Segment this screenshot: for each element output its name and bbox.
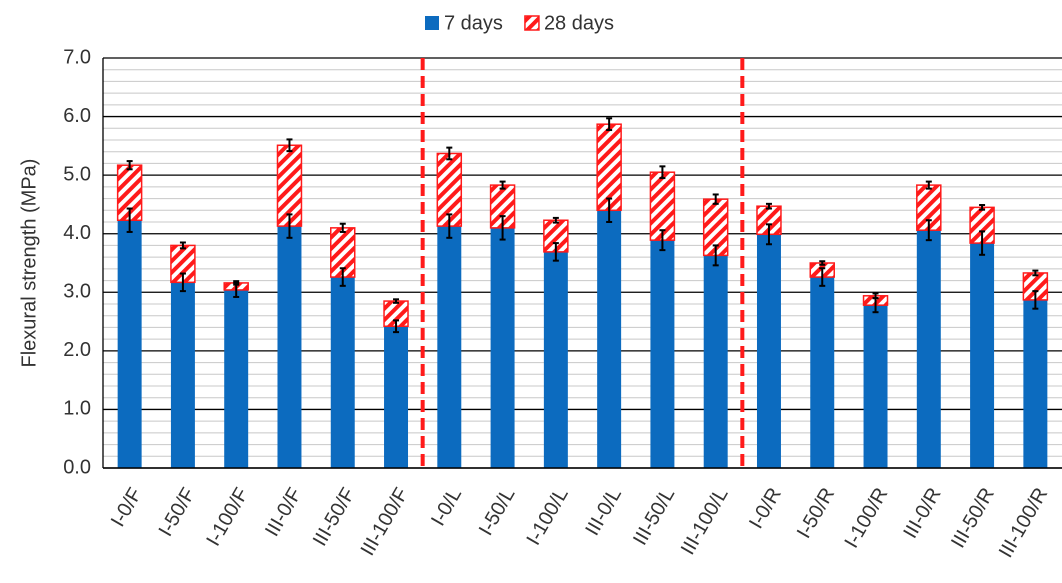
x-tick-label: I-50/F [155, 484, 200, 540]
y-tick-label: 5.0 [63, 163, 91, 185]
error-bar [925, 219, 932, 242]
error-bar [446, 146, 453, 161]
error-bar [499, 215, 506, 241]
error-bar [339, 222, 346, 233]
bar-segment [916, 230, 941, 468]
error-bar [286, 138, 293, 153]
bar-segment [863, 305, 888, 468]
error-bar [446, 213, 453, 239]
x-tick-label: III-50/L [629, 484, 679, 549]
legend-swatch [425, 16, 439, 30]
error-bar [179, 241, 186, 250]
bar-segment [224, 289, 249, 468]
x-tick-label: I-0/R [745, 484, 786, 533]
error-bar [659, 229, 666, 252]
x-tick-label: III-0/F [261, 484, 306, 540]
bar-segment [810, 277, 835, 468]
bar-segment [384, 326, 409, 468]
x-tick-label: III-0/R [899, 484, 945, 542]
y-axis-label: Flexural strength (MPa) [18, 159, 40, 368]
legend-swatch [524, 15, 540, 31]
error-bar [552, 216, 559, 224]
error-bar [499, 180, 506, 190]
x-tick-label: I-100/R [841, 484, 893, 552]
bar-segment [596, 123, 622, 212]
error-bar [1032, 290, 1039, 310]
error-bar [126, 160, 133, 171]
x-tick-label: III-50/R [947, 484, 999, 552]
error-bar [393, 319, 400, 334]
error-bar [765, 223, 772, 246]
bar-segment [970, 243, 995, 468]
bar-segment [117, 220, 142, 468]
error-bar [872, 292, 879, 300]
error-bar [659, 165, 666, 180]
x-tick-label: III-100/R [995, 484, 1052, 561]
error-bar [606, 197, 613, 223]
x-tick-label: I-0/F [107, 484, 147, 531]
x-tick-label: III-50/F [309, 484, 360, 550]
error-bar [979, 230, 986, 256]
bar-segment [650, 240, 675, 468]
y-tick-label: 1.0 [63, 398, 91, 420]
bar-segment [330, 277, 355, 468]
error-bar [979, 204, 986, 211]
bar-segment [170, 282, 195, 468]
error-bar [552, 242, 559, 262]
error-bar [393, 298, 400, 304]
error-bar [286, 213, 293, 239]
x-tick-label: I-50/R [793, 484, 839, 542]
error-bar [233, 280, 240, 286]
bar-segment [756, 234, 781, 468]
y-tick-label: 0.0 [63, 456, 91, 478]
bar-segment [543, 251, 568, 468]
bar-segment [277, 226, 302, 468]
bar-segment [437, 226, 462, 468]
bar-segment [703, 255, 728, 468]
error-bar [179, 272, 186, 293]
y-tick-label: 3.0 [63, 281, 91, 303]
error-bar [1032, 269, 1039, 277]
bar-segment [1023, 299, 1048, 468]
error-bar [819, 260, 826, 266]
x-tick-label: I-100/F [202, 484, 253, 550]
x-tick-label: III-100/L [677, 484, 733, 559]
x-tick-label: I-0/L [427, 484, 466, 530]
bar-segment [597, 210, 622, 469]
error-bar [339, 267, 346, 287]
y-tick-label: 4.0 [63, 222, 91, 244]
error-bar [606, 117, 613, 132]
x-tick-label: I-100/L [523, 484, 573, 549]
error-bar [925, 180, 932, 190]
x-tick-label: III-0/L [581, 484, 626, 539]
error-bar [765, 202, 772, 210]
legend-label: 28 days [544, 12, 614, 34]
error-bar [712, 244, 719, 267]
error-bar [126, 207, 133, 233]
x-tick-label: I-50/L [475, 484, 520, 539]
error-bar [712, 193, 719, 205]
error-bar [819, 267, 826, 287]
y-tick-label: 7.0 [63, 46, 91, 68]
y-tick-label: 6.0 [63, 105, 91, 127]
legend-label: 7 days [444, 12, 503, 34]
y-tick-label: 2.0 [63, 339, 91, 361]
bar-segment [490, 227, 515, 468]
x-tick-label: III-100/F [357, 484, 413, 560]
